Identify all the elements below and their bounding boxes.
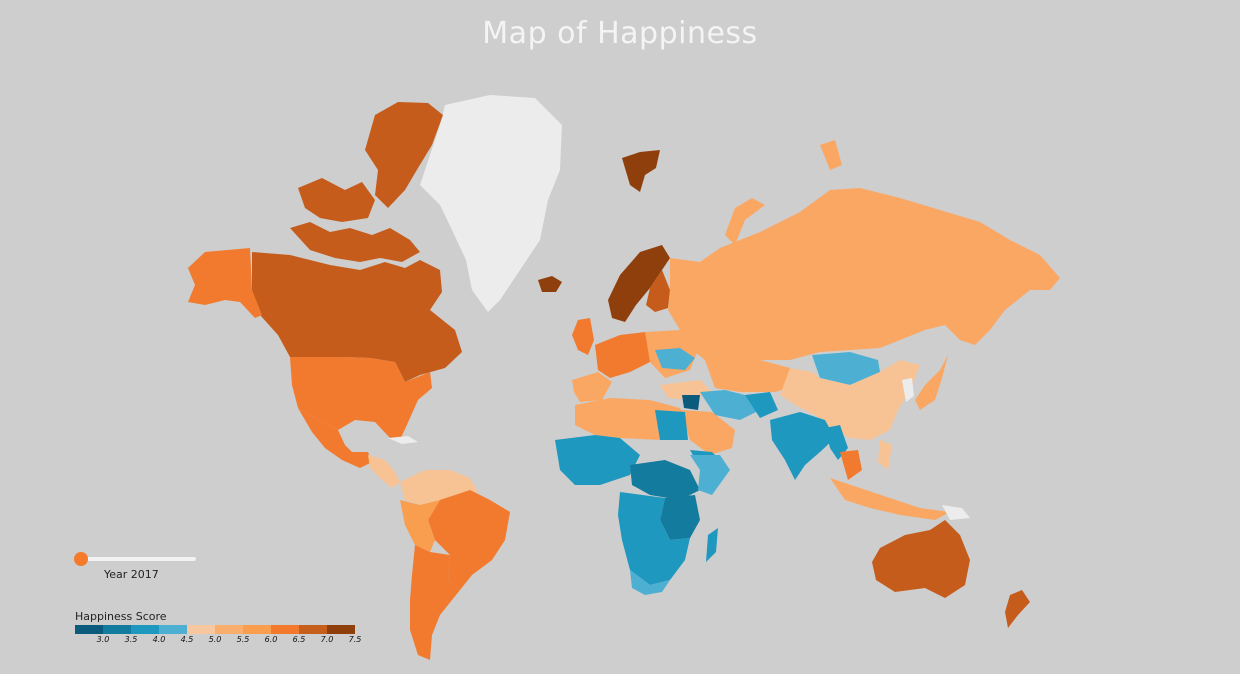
legend-swatch: [299, 625, 327, 634]
legend-tick-label: 4.0: [152, 635, 166, 644]
country-philippines[interactable]: [878, 440, 892, 470]
country-mexico[interactable]: [298, 408, 372, 468]
country-finland[interactable]: [646, 270, 670, 312]
country-papua[interactable]: [942, 505, 970, 520]
legend-tick-label: 7.5: [348, 635, 362, 644]
year-slider[interactable]: Year 2017: [74, 551, 204, 583]
country-russia-nz[interactable]: [725, 198, 765, 245]
slider-track[interactable]: [82, 557, 196, 561]
country-greenland[interactable]: [420, 95, 562, 312]
country-china[interactable]: [780, 360, 920, 440]
country-argentina[interactable]: [410, 545, 460, 660]
legend-swatch: [103, 625, 131, 634]
country-india[interactable]: [770, 412, 835, 480]
country-australia[interactable]: [872, 520, 970, 598]
legend-swatch: [243, 625, 271, 634]
country-svalbard[interactable]: [622, 150, 660, 192]
country-afghanistan[interactable]: [745, 392, 778, 418]
legend-swatch: [271, 625, 299, 634]
country-horn-of-africa[interactable]: [690, 455, 730, 495]
country-thailand[interactable]: [840, 450, 862, 480]
country-japan[interactable]: [915, 355, 948, 410]
country-egypt[interactable]: [655, 410, 688, 440]
country-spain[interactable]: [572, 372, 612, 402]
country-canada[interactable]: [252, 252, 462, 382]
country-middle-east[interactable]: [700, 390, 760, 420]
country-canada-islands[interactable]: [365, 102, 443, 208]
country-southern-africa[interactable]: [618, 492, 690, 585]
country-mongolia[interactable]: [812, 352, 880, 385]
legend-swatch: [159, 625, 187, 634]
legend-ticks: 3.0 3.5 4.0 4.5 5.0 5.5 6.0 6.5 7.0 7.5: [75, 635, 362, 647]
country-syria[interactable]: [682, 395, 700, 410]
country-peru[interactable]: [400, 500, 440, 552]
country-central-america[interactable]: [368, 455, 400, 488]
legend-tick-label: 3.5: [124, 635, 138, 644]
legend-title: Happiness Score: [75, 610, 167, 623]
legend-swatch: [215, 625, 243, 634]
country-western-europe[interactable]: [595, 332, 660, 378]
country-saudi-arabia[interactable]: [680, 410, 735, 455]
legend-tick-label: 6.0: [264, 635, 278, 644]
country-indonesia[interactable]: [830, 478, 950, 520]
legend-swatch: [75, 625, 103, 634]
slider-year-label: Year 2017: [104, 568, 159, 581]
country-usa[interactable]: [290, 357, 432, 440]
legend-swatch: [327, 625, 355, 634]
country-new-zealand[interactable]: [1005, 590, 1030, 628]
country-central-africa[interactable]: [630, 460, 700, 500]
color-legend: Happiness Score 3.0 3.5 4.0 4.5 5.0 5.5 6.0 6.5…: [75, 610, 365, 647]
legend-swatch: [131, 625, 159, 634]
legend-tick-label: 4.5: [180, 635, 194, 644]
country-myanmar[interactable]: [825, 425, 848, 460]
country-brazil[interactable]: [428, 490, 510, 590]
country-west-africa[interactable]: [555, 435, 640, 485]
legend-tick-label: 5.0: [208, 635, 222, 644]
country-ukraine[interactable]: [655, 348, 695, 370]
country-madagascar[interactable]: [706, 528, 718, 562]
country-russia-kamchatka[interactable]: [820, 140, 842, 170]
country-uk[interactable]: [572, 318, 594, 355]
country-canada-islands-2[interactable]: [298, 178, 375, 222]
country-east-africa[interactable]: [660, 495, 700, 540]
country-iceland[interactable]: [538, 276, 562, 292]
legend-color-bar: [75, 625, 355, 634]
legend-swatch: [187, 625, 215, 634]
country-usa-alaska[interactable]: [188, 248, 262, 318]
slider-knob[interactable]: [74, 552, 88, 566]
legend-tick-label: 5.5: [236, 635, 250, 644]
legend-tick-label: 6.5: [292, 635, 306, 644]
country-cuba[interactable]: [388, 436, 418, 444]
map-title: Map of Happiness: [482, 16, 758, 51]
country-russia[interactable]: [668, 188, 1060, 362]
country-korea[interactable]: [902, 378, 914, 402]
country-kazakhstan[interactable]: [705, 360, 800, 392]
legend-tick-label: 3.0: [96, 635, 110, 644]
country-canada-islands-3[interactable]: [290, 222, 420, 262]
legend-tick-label: 7.0: [320, 635, 334, 644]
country-norway[interactable]: [608, 245, 670, 322]
country-south-africa[interactable]: [630, 570, 670, 595]
